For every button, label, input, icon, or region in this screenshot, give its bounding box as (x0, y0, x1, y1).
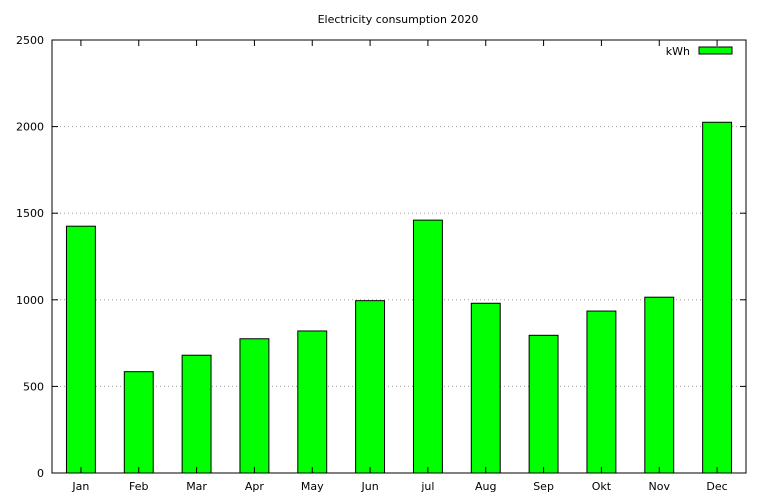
x-tick-label-jan: Jan (71, 480, 89, 493)
x-tick-label-nov: Nov (649, 480, 671, 493)
chart-title: Electricity consumption 2020 (318, 13, 479, 26)
y-tick-label-0: 0 (37, 467, 44, 480)
x-tick-label-may: May (301, 480, 324, 493)
bar-jun (355, 300, 386, 474)
bar-mar (181, 354, 212, 474)
x-tick-label-jul: jul (420, 480, 434, 493)
x-axis-ticks: Jan Feb Mar Apr May Jun jul Aug Sep Okt Nov Dec (71, 40, 728, 493)
legend: kWh (666, 45, 733, 58)
y-tick-label-1000: 1000 (16, 294, 44, 307)
bar-apr (239, 338, 270, 474)
bar-jan (65, 225, 96, 474)
y-axis-ticks: 0 500 1000 1500 2000 2500 (16, 34, 746, 480)
x-tick-label-dec: Dec (706, 480, 727, 493)
bar-aug (470, 302, 501, 474)
y-tick-label-2000: 2000 (16, 121, 44, 134)
x-tick-label-feb: Feb (129, 480, 148, 493)
x-tick-label-jun: Jun (360, 480, 378, 493)
legend-label-kwh: kWh (666, 45, 690, 58)
x-tick-label-aug: Aug (475, 480, 496, 493)
bar-nov (644, 296, 675, 474)
y-tick-label-2500: 2500 (16, 34, 44, 47)
bar-dec (702, 121, 733, 474)
y-tick-label-500: 500 (23, 380, 44, 393)
bar-sep (528, 334, 559, 474)
bar-may (297, 330, 328, 474)
x-tick-label-sep: Sep (533, 480, 554, 493)
x-tick-label-mar: Mar (186, 480, 207, 493)
bars (65, 121, 733, 474)
bar-jul (412, 219, 443, 474)
x-tick-label-apr: Apr (245, 480, 265, 493)
bar-okt (586, 310, 617, 474)
legend-swatch-kwh (698, 46, 733, 55)
x-tick-label-okt: Okt (592, 480, 612, 493)
bar-feb (123, 371, 154, 474)
y-tick-label-1500: 1500 (16, 207, 44, 220)
grid-lines (52, 126, 746, 387)
plot-frame (51, 39, 747, 474)
